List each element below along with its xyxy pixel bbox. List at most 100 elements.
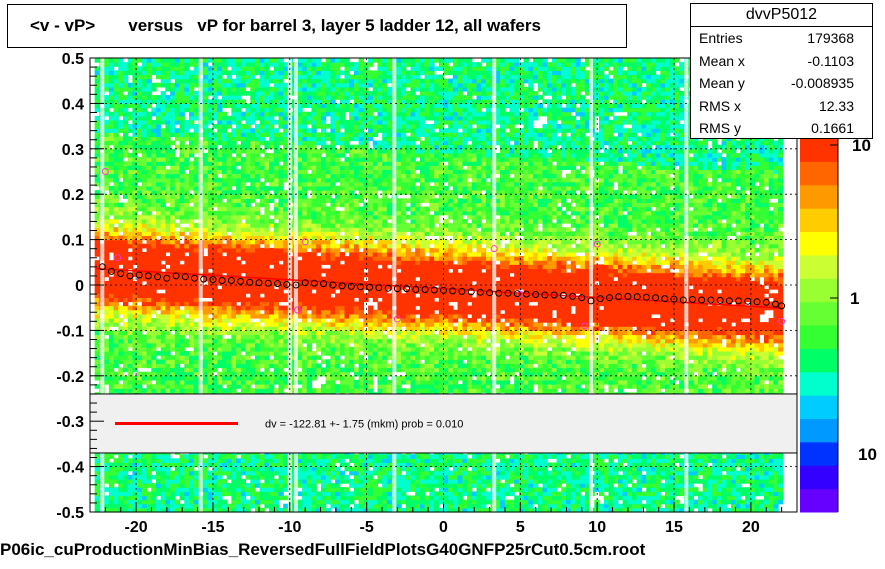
heatmap-cell bbox=[165, 190, 171, 195]
heatmap-cell bbox=[302, 111, 308, 117]
heatmap-cell bbox=[250, 58, 256, 63]
heatmap-cell bbox=[302, 499, 308, 505]
heatmap-cell bbox=[203, 491, 209, 497]
heatmap-cell bbox=[113, 252, 119, 257]
heatmap-cell bbox=[259, 268, 265, 274]
heatmap-cell bbox=[127, 466, 133, 472]
heatmap-cell bbox=[273, 260, 280, 265]
heatmap-cell bbox=[184, 165, 190, 170]
heatmap-cell bbox=[151, 318, 157, 323]
heatmap-cell bbox=[231, 359, 237, 364]
heatmap-cell bbox=[113, 198, 119, 203]
heatmap-cell bbox=[123, 301, 129, 307]
heatmap-cell bbox=[151, 367, 157, 373]
heatmap-cell bbox=[189, 454, 195, 459]
heatmap-cell bbox=[127, 62, 133, 67]
heatmap-cell bbox=[250, 351, 256, 356]
heatmap-cell bbox=[226, 305, 232, 311]
heatmap-cell bbox=[151, 62, 157, 67]
heatmap-cell bbox=[321, 239, 327, 245]
heatmap-cell bbox=[236, 466, 242, 472]
heatmap-cell bbox=[104, 297, 110, 303]
heatmap-cell bbox=[273, 309, 280, 315]
heatmap-cell bbox=[231, 82, 237, 88]
heatmap-cell bbox=[231, 247, 237, 253]
heatmap-cell bbox=[278, 256, 284, 261]
heatmap-cell bbox=[127, 371, 133, 377]
heatmap-cell bbox=[108, 318, 115, 323]
heatmap-cell bbox=[108, 169, 115, 175]
heatmap-cell bbox=[306, 342, 313, 348]
heatmap-cell bbox=[255, 322, 261, 327]
heatmap-cell bbox=[316, 119, 322, 125]
heatmap-cell bbox=[132, 454, 138, 459]
heatmap-cell bbox=[108, 479, 115, 484]
heatmap-cell bbox=[245, 91, 251, 96]
heatmap-cell bbox=[264, 474, 270, 480]
heatmap-cell bbox=[283, 384, 289, 389]
heatmap-cell bbox=[212, 289, 218, 294]
heatmap-cell bbox=[236, 181, 242, 187]
heatmap-cell bbox=[259, 227, 265, 232]
heatmap-cell bbox=[94, 334, 100, 340]
heatmap-cell bbox=[94, 260, 100, 265]
heatmap-cell bbox=[311, 503, 317, 509]
heatmap-cell bbox=[269, 78, 275, 84]
heatmap-cell bbox=[141, 210, 148, 216]
heatmap-cell bbox=[273, 78, 280, 84]
heatmap-cell bbox=[127, 458, 133, 463]
heatmap-cell bbox=[113, 148, 119, 154]
heatmap-cell bbox=[165, 219, 171, 224]
heatmap-cell bbox=[118, 140, 124, 146]
heatmap-cell bbox=[259, 342, 265, 348]
heatmap-cell bbox=[236, 293, 242, 298]
heatmap-cell bbox=[160, 495, 166, 501]
heatmap-cell bbox=[207, 384, 214, 389]
heatmap-cell bbox=[170, 375, 176, 381]
heatmap-cell bbox=[94, 157, 100, 162]
heatmap-cell bbox=[179, 132, 185, 137]
heatmap-cell bbox=[127, 264, 133, 270]
heatmap-cell bbox=[184, 474, 190, 480]
heatmap-cell bbox=[193, 289, 199, 294]
heatmap-cell bbox=[250, 297, 256, 303]
heatmap-cell bbox=[217, 136, 223, 142]
heatmap-cell bbox=[132, 78, 138, 84]
heatmap-cell bbox=[250, 115, 256, 121]
heatmap-cell bbox=[132, 260, 138, 265]
heatmap-cell bbox=[179, 301, 185, 307]
heatmap-cell bbox=[113, 285, 119, 290]
heatmap-cell bbox=[316, 470, 322, 476]
heatmap-cell bbox=[226, 136, 232, 142]
heatmap-cell bbox=[259, 161, 265, 166]
heatmap-cell bbox=[104, 351, 110, 356]
heatmap-cell bbox=[321, 495, 327, 501]
heatmap-cell bbox=[179, 198, 185, 203]
heatmap-cell bbox=[231, 181, 237, 187]
heatmap-cell bbox=[189, 330, 195, 336]
heatmap-cell bbox=[269, 309, 275, 315]
heatmap-cell bbox=[193, 115, 199, 121]
heatmap-cell bbox=[165, 103, 171, 109]
heatmap-cell bbox=[306, 491, 313, 497]
heatmap-cell bbox=[108, 305, 115, 311]
heatmap-cell bbox=[240, 177, 247, 183]
heatmap-cell bbox=[104, 235, 110, 241]
heatmap-cell bbox=[137, 247, 143, 253]
heatmap-cell bbox=[283, 313, 289, 319]
heatmap-cell bbox=[123, 239, 129, 245]
heatmap-cell bbox=[165, 161, 171, 166]
heatmap-cell bbox=[165, 384, 171, 389]
heatmap-cell bbox=[104, 293, 110, 298]
heatmap-cell bbox=[151, 483, 157, 488]
heatmap-cell bbox=[212, 466, 218, 472]
heatmap-cell bbox=[311, 297, 317, 303]
heatmap-cell bbox=[108, 227, 115, 232]
heatmap-cell bbox=[203, 260, 209, 265]
heatmap-cell bbox=[151, 82, 157, 88]
heatmap-cell bbox=[184, 58, 190, 63]
heatmap-cell bbox=[165, 285, 171, 290]
heatmap-cell bbox=[156, 66, 162, 71]
heatmap-cell bbox=[137, 82, 143, 88]
heatmap-cell bbox=[113, 462, 119, 468]
